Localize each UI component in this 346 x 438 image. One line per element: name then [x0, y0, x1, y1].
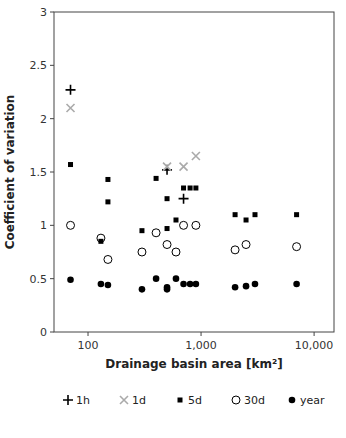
y-tick [50, 278, 54, 279]
series [66, 85, 189, 204]
legend-label: 1h [76, 394, 90, 407]
series [68, 162, 299, 244]
point [180, 281, 187, 288]
point [231, 246, 239, 254]
legend-marker [120, 396, 128, 404]
point [294, 212, 299, 217]
point [67, 221, 75, 229]
point [163, 241, 171, 249]
point [293, 281, 300, 288]
y-tick-label: 2 [40, 113, 47, 126]
plot-area [66, 85, 301, 293]
point [252, 281, 259, 288]
point [98, 281, 105, 288]
point [165, 196, 170, 201]
point [243, 283, 250, 290]
point [244, 218, 249, 223]
point [138, 248, 146, 256]
legend-label: 1d [132, 394, 146, 407]
legend-marker [289, 397, 296, 404]
point [180, 163, 188, 171]
y-tick-label: 0.5 [30, 273, 48, 286]
point [179, 194, 189, 204]
point [68, 162, 73, 167]
point [105, 282, 112, 289]
legend-label: year [300, 394, 325, 407]
y-tick [50, 172, 54, 173]
point [153, 275, 160, 282]
point [66, 85, 76, 95]
point [104, 255, 112, 263]
y-tick [50, 12, 54, 13]
point [232, 284, 239, 291]
legend-marker [63, 395, 73, 405]
point [173, 218, 178, 223]
point [193, 186, 198, 191]
plot-frame [54, 12, 334, 332]
series [67, 275, 300, 292]
point [252, 212, 257, 217]
y-axis-label: Coefficient of variation [3, 95, 17, 250]
point [105, 177, 110, 182]
legend-marker [232, 396, 240, 404]
series [67, 104, 200, 171]
legend-label: 30d [244, 394, 265, 407]
point [164, 284, 171, 291]
y-tick-label: 0 [40, 326, 47, 339]
point [242, 241, 250, 249]
point [172, 248, 180, 256]
y-tick-label: 3 [40, 6, 47, 19]
chart: 0 0.5 1 1.5 2 2.5 3 100 1,000 10,000 Drainage basi… [0, 0, 346, 438]
point [188, 186, 193, 191]
point [152, 229, 160, 237]
y-tick-label: 1.5 [30, 166, 48, 179]
point [187, 281, 194, 288]
point [97, 234, 105, 242]
x-axis-label: Drainage basin area [km²] [105, 357, 282, 371]
point [233, 212, 238, 217]
y-tick [50, 332, 54, 333]
point [67, 104, 75, 112]
point [163, 163, 171, 171]
x-tick-label: 1,000 [185, 339, 217, 352]
point [181, 186, 186, 191]
point [154, 176, 159, 181]
x-tick [201, 332, 202, 336]
y-tick [50, 118, 54, 119]
legend-marker [178, 398, 183, 403]
point [193, 281, 200, 288]
point [105, 199, 110, 204]
point [139, 286, 146, 293]
y-tick [50, 65, 54, 66]
point [165, 226, 170, 231]
point [192, 221, 200, 229]
point [139, 228, 144, 233]
series [67, 221, 301, 263]
legend-label: 5d [188, 394, 202, 407]
x-tick-label: 100 [78, 339, 99, 352]
point [67, 276, 74, 283]
point [293, 243, 301, 251]
x-tick-label: 10,000 [295, 339, 334, 352]
y-tick-label: 2.5 [30, 59, 48, 72]
y-tick [50, 225, 54, 226]
y-tick-label: 1 [40, 219, 47, 232]
point [180, 221, 188, 229]
x-tick [314, 332, 315, 336]
legend: 1h 1d 5d 30d year [63, 394, 325, 407]
point [192, 152, 200, 160]
point [173, 275, 180, 282]
x-tick [88, 332, 89, 336]
